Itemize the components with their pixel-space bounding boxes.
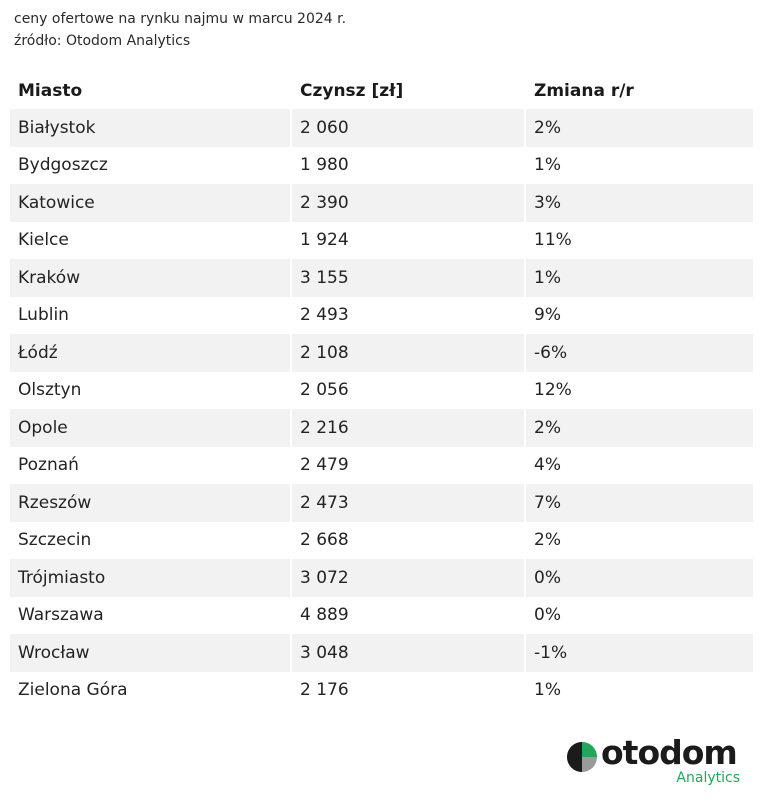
cell-change: 2%	[524, 409, 753, 447]
cell-city: Łódź	[10, 334, 290, 372]
rent-table-container: Miasto Czynsz [zł] Zmiana r/r Białystok 2…	[10, 73, 753, 709]
cell-change: -1%	[524, 634, 753, 672]
table-row: Kraków 3 155 1%	[10, 259, 753, 297]
cell-change: 4%	[524, 446, 753, 484]
cell-change: 12%	[524, 371, 753, 409]
caption: ceny ofertowe na rynku najmu w marcu 202…	[14, 8, 346, 52]
table-row: Łódź 2 108 -6%	[10, 334, 753, 372]
cell-change: 1%	[524, 146, 753, 184]
table-row: Trójmiasto 3 072 0%	[10, 559, 753, 597]
logo-subtitle: Analytics	[676, 770, 740, 786]
header-rent: Czynsz [zł]	[290, 73, 524, 109]
cell-city: Trójmiasto	[10, 559, 290, 597]
cell-rent: 1 980	[290, 146, 524, 184]
cell-change: 0%	[524, 596, 753, 634]
cell-city: Białystok	[10, 109, 290, 147]
cell-change: 9%	[524, 296, 753, 334]
cell-rent: 2 216	[290, 409, 524, 447]
cell-city: Szczecin	[18, 530, 92, 551]
cell-city: Opole	[10, 409, 290, 447]
table-row: Katowice 2 390 3%	[10, 184, 753, 222]
caption-source: źródło: Otodom Analytics	[14, 33, 191, 49]
cell-city: Katowice	[10, 184, 290, 222]
otodom-analytics-logo: otodom Analytics	[566, 733, 746, 793]
cell-rent: 2 473	[290, 484, 524, 522]
cell-rent: 2 390	[290, 184, 524, 222]
cell-city: Kielce	[18, 230, 69, 251]
cell-rent: 2 668	[290, 521, 524, 559]
cell-city: Warszawa	[18, 605, 104, 626]
header-city: Miasto	[18, 81, 83, 101]
table-row: Szczecin 2 668 2%	[10, 521, 753, 559]
table-row: Opole 2 216 2%	[10, 409, 753, 447]
table-row: Rzeszów 2 473 7%	[10, 484, 753, 522]
cell-city: Kraków	[10, 259, 290, 297]
table-row: Kielce 1 924 11%	[10, 221, 753, 259]
cell-rent: 3 072	[290, 559, 524, 597]
cell-change: 1%	[524, 259, 753, 297]
cell-change: 3%	[524, 184, 753, 222]
cell-city: Rzeszów	[10, 484, 290, 522]
cell-city: Bydgoszcz	[18, 155, 108, 176]
cell-city: Zielona Góra	[18, 680, 128, 701]
table-row: Bydgoszcz 1 980 1%	[10, 146, 753, 184]
cell-change: 0%	[524, 559, 753, 597]
table-row: Białystok 2 060 2%	[10, 109, 753, 147]
cell-rent: 2 056	[290, 371, 524, 409]
cell-rent: 4 889	[290, 596, 524, 634]
rent-table: Miasto Czynsz [zł] Zmiana r/r Białystok 2…	[10, 73, 753, 709]
cell-rent: 2 176	[290, 671, 524, 709]
caption-title: ceny ofertowe na rynku najmu w marcu 202…	[14, 11, 347, 27]
cell-change: 11%	[524, 221, 753, 259]
cell-change: 2%	[524, 109, 753, 147]
otodom-logo-icon	[567, 742, 597, 772]
cell-change: 7%	[524, 484, 753, 522]
table-row: Olsztyn 2 056 12%	[10, 371, 753, 409]
cell-rent: 2 060	[290, 109, 524, 147]
cell-rent: 2 493	[290, 296, 524, 334]
table-row: Poznań 2 479 4%	[10, 446, 753, 484]
cell-rent: 2 108	[290, 334, 524, 372]
cell-rent: 3 048	[290, 634, 524, 672]
cell-city: Wrocław	[10, 634, 290, 672]
table-row: Wrocław 3 048 -1%	[10, 634, 753, 672]
cell-change: 1%	[524, 671, 753, 709]
cell-city: Poznań	[18, 455, 79, 476]
table-row: Zielona Góra 2 176 1%	[10, 671, 753, 709]
cell-rent: 3 155	[290, 259, 524, 297]
table-header-row: Miasto Czynsz [zł] Zmiana r/r	[10, 73, 753, 109]
table-row: Warszawa 4 889 0%	[10, 596, 753, 634]
cell-rent: 2 479	[290, 446, 524, 484]
cell-change: 2%	[524, 521, 753, 559]
cell-change: -6%	[524, 334, 753, 372]
table-row: Lublin 2 493 9%	[10, 296, 753, 334]
cell-city: Lublin	[18, 305, 69, 326]
table-body: Białystok 2 060 2% Bydgoszcz 1 980 1% Katowice…	[10, 109, 753, 709]
header-change: Zmiana r/r	[524, 73, 753, 109]
cell-city: Olsztyn	[18, 380, 82, 401]
cell-rent: 1 924	[290, 221, 524, 259]
logo-wordmark: otodom	[601, 733, 738, 772]
